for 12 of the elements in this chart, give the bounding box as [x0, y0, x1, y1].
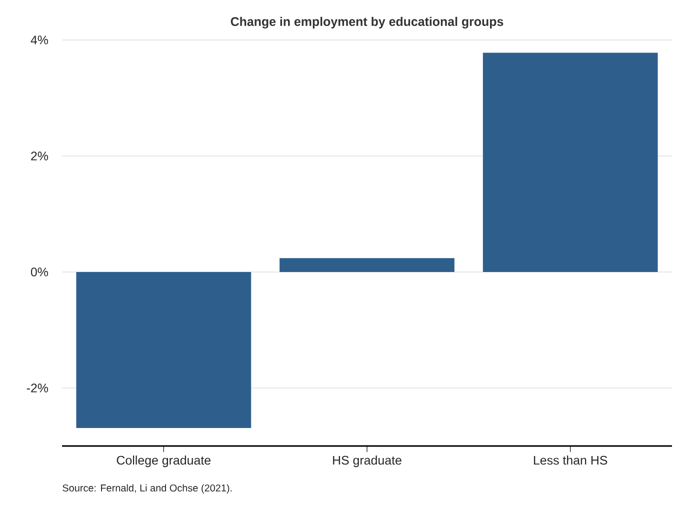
chart-title: Change in employment by educational groups	[230, 16, 504, 29]
y-tick-label: 4%	[30, 36, 48, 44]
y-tick-label: -2%	[26, 384, 48, 392]
bar	[482, 52, 658, 272]
bar	[280, 258, 454, 272]
x-tick-label: Less than HS	[534, 456, 608, 465]
source-note: Source: Fernald, Li and Ochse (2021).	[62, 484, 232, 494]
y-tick-label: 2%	[31, 152, 48, 160]
x-tick-label: College graduate	[116, 456, 211, 468]
y-tick-label: 0%	[30, 268, 48, 276]
x-tick-label: HS graduate	[333, 456, 402, 468]
bar	[76, 272, 252, 428]
